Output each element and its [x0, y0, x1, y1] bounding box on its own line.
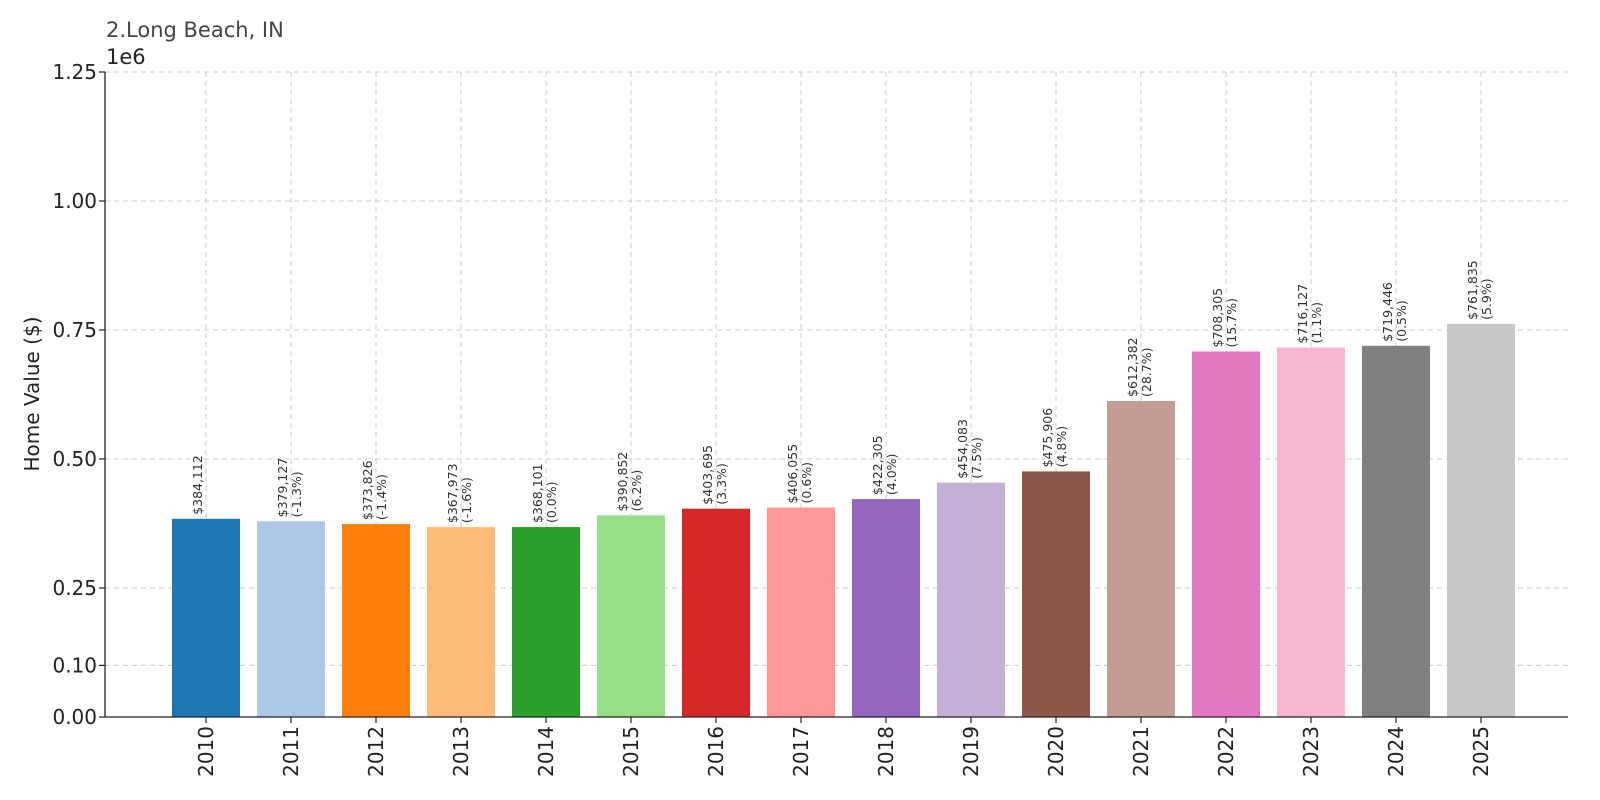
- y-tick-label: 1.00: [52, 189, 97, 213]
- value-label-2015: $390,852: [615, 452, 630, 512]
- value-label-2025: $761,835: [1465, 260, 1480, 320]
- x-tick-label-2015: 2015: [619, 726, 643, 777]
- x-tick-label-2023: 2023: [1299, 726, 1323, 777]
- y-ticks: 0.00 0.10 0.25 0.50 0.75 1.00 1.25: [52, 60, 105, 729]
- change-label-2016: (3.3%): [714, 463, 729, 505]
- bar-2011: [257, 521, 325, 717]
- x-tick-label-2020: 2020: [1044, 726, 1068, 777]
- x-tick-label-2022: 2022: [1214, 726, 1238, 777]
- x-tick-label-2024: 2024: [1384, 726, 1408, 777]
- change-label-2018: (4.0%): [884, 454, 899, 496]
- x-tick-label-2019: 2019: [959, 726, 983, 777]
- bars: [172, 323, 1515, 717]
- bar-2023: [1277, 347, 1345, 717]
- bar-2015: [597, 515, 665, 717]
- value-label-2010: $384,112: [190, 455, 205, 515]
- bar-2012: [342, 524, 410, 717]
- axes: [104, 72, 1568, 718]
- value-label-2013: $367,973: [445, 463, 460, 523]
- x-tick-label-2025: 2025: [1469, 726, 1493, 777]
- value-label-2016: $403,695: [700, 445, 715, 505]
- x-tick-label-2010: 2010: [194, 726, 218, 777]
- bar-2018: [852, 499, 920, 717]
- bar-2022: [1192, 351, 1260, 717]
- bar-2025: [1447, 323, 1515, 717]
- value-label-2024: $719,446: [1380, 282, 1395, 342]
- y-tick-label: 0.50: [52, 447, 97, 471]
- bar-2014: [512, 527, 580, 717]
- x-tick-label-2014: 2014: [534, 726, 558, 777]
- bar-2010: [172, 518, 240, 717]
- y-tick-label: 1.25: [52, 60, 97, 84]
- change-label-2019: (7.5%): [969, 437, 984, 479]
- x-tick-label-2016: 2016: [704, 726, 728, 777]
- y-tick-label: 0.75: [52, 318, 97, 342]
- change-label-2014: (0.0%): [544, 482, 559, 524]
- value-label-2011: $379,127: [275, 458, 290, 518]
- value-label-2020: $475,906: [1040, 408, 1055, 468]
- y-tick-label: 0.10: [52, 653, 97, 677]
- change-label-2015: (6.2%): [629, 470, 644, 512]
- value-label-2012: $373,826: [360, 460, 375, 520]
- change-label-2024: (0.5%): [1394, 300, 1409, 342]
- change-label-2011: (-1.3%): [289, 471, 304, 517]
- value-label-2023: $716,127: [1295, 284, 1310, 344]
- bar-2013: [427, 527, 495, 717]
- y-axis-label: Home Value ($): [20, 316, 44, 471]
- value-label-2021: $612,382: [1125, 337, 1140, 397]
- change-label-2013: (-1.6%): [459, 477, 474, 523]
- x-tick-label-2018: 2018: [874, 726, 898, 777]
- value-label-2017: $406,055: [785, 444, 800, 504]
- value-label-2019: $454,083: [955, 419, 970, 479]
- x-tick-label-2012: 2012: [364, 726, 388, 777]
- value-label-2014: $368,101: [530, 463, 545, 523]
- y-scale-label: 1e6: [106, 45, 146, 69]
- bar-2021: [1107, 401, 1175, 717]
- bar-2019: [937, 482, 1005, 717]
- bar-2016: [682, 508, 750, 717]
- chart-title: 2.Long Beach, IN: [106, 18, 284, 42]
- change-label-2017: (0.6%): [799, 462, 814, 504]
- change-label-2022: (15.7%): [1224, 298, 1239, 347]
- change-label-2020: (4.8%): [1054, 426, 1069, 468]
- bar-2020: [1022, 471, 1090, 717]
- bar-2017: [767, 507, 835, 717]
- bar-2024: [1362, 345, 1430, 717]
- value-label-2018: $422,305: [870, 435, 885, 495]
- change-label-2025: (5.9%): [1479, 278, 1494, 320]
- change-label-2023: (1.1%): [1309, 302, 1324, 344]
- x-tick-label-2017: 2017: [789, 726, 813, 777]
- x-tick-label-2013: 2013: [449, 726, 473, 777]
- value-label-2022: $708,305: [1210, 288, 1225, 348]
- y-tick-label: 0.00: [52, 705, 97, 729]
- x-tick-label-2011: 2011: [279, 726, 303, 777]
- data-labels: $384,112 $379,127 (-1.3%) $373,826 (-1.4%) $3…: [190, 260, 1494, 523]
- change-label-2012: (-1.4%): [374, 474, 389, 520]
- y-tick-label: 0.25: [52, 576, 97, 600]
- x-ticks: 2010 2011 2012 2013 2014 2015 2016 2017 2018 2019…: [194, 717, 1493, 777]
- change-label-2021: (28.7%): [1139, 348, 1154, 397]
- x-tick-label-2021: 2021: [1129, 726, 1153, 777]
